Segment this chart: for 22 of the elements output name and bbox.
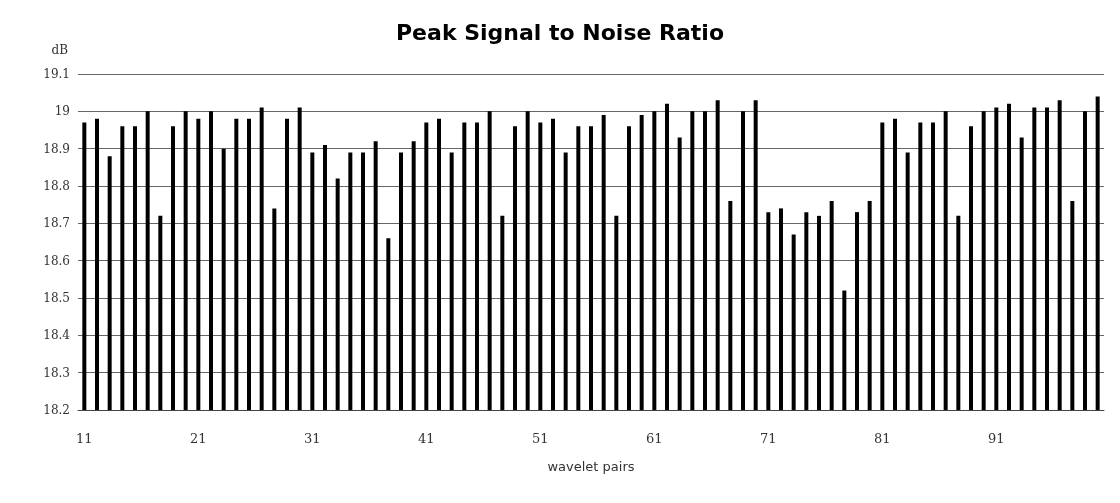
x-tick-label: 31 xyxy=(304,431,321,446)
y-tick-label: 18.4 xyxy=(43,328,71,343)
y-axis-title: dB xyxy=(51,43,69,57)
x-tick-label: 91 xyxy=(988,431,1005,446)
y-tick-label: 19.1 xyxy=(43,67,70,81)
x-tick-label: 21 xyxy=(190,431,207,446)
y-tick-label: 19 xyxy=(54,104,70,119)
x-tick-label: 41 xyxy=(418,431,435,446)
x-tick-label: 51 xyxy=(532,431,549,446)
y-tick-label: 18.5 xyxy=(43,291,70,305)
x-tick-label: 71 xyxy=(760,431,777,446)
x-tick-label: 11 xyxy=(76,431,93,446)
chart-title: Peak Signal to Noise Ratio xyxy=(395,19,725,45)
x-tick-label: 61 xyxy=(646,431,663,446)
x-tick-label: 81 xyxy=(874,431,891,446)
y-tick-label: 18.6 xyxy=(43,253,70,268)
y-tick-label: 18.3 xyxy=(43,365,70,380)
y-tick-label: 18.8 xyxy=(43,179,70,193)
x-axis-title: wavelet pairs xyxy=(547,459,635,474)
y-tick-label: 18.2 xyxy=(43,403,70,417)
y-tick-label: 18.9 xyxy=(43,141,70,156)
y-tick-label: 18.7 xyxy=(43,216,70,231)
